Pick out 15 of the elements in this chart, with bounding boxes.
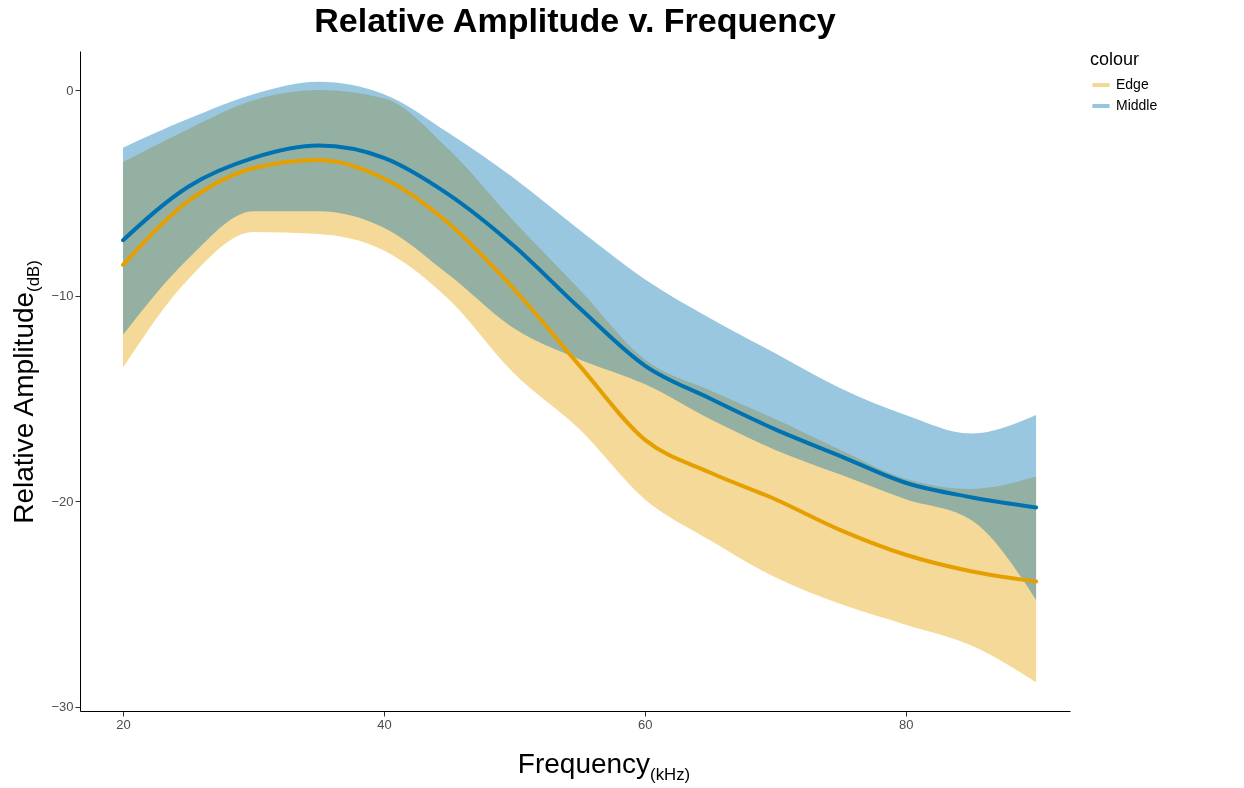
line-series <box>121 157 1039 584</box>
x-tick-label: 40 <box>377 716 392 732</box>
legend-label: Edge <box>1116 76 1149 92</box>
y-tick-label: −20 <box>51 493 74 509</box>
line-series <box>121 143 1039 510</box>
x-tick-label: 60 <box>638 716 653 732</box>
legend-title: colour <box>1090 49 1140 69</box>
y-tick-label: −30 <box>51 699 74 715</box>
legend-label: Middle <box>1116 97 1158 113</box>
chart-title: Relative Amplitude v. Frequency <box>314 1 836 39</box>
x-tick-label: 80 <box>898 716 914 732</box>
y-tick-label: −10 <box>51 288 74 304</box>
x-axis-title: Frequency$_{(kHz)}$ <box>516 748 692 785</box>
y-tick-label: 0 <box>66 82 74 98</box>
x-tick-label: 20 <box>116 716 131 732</box>
